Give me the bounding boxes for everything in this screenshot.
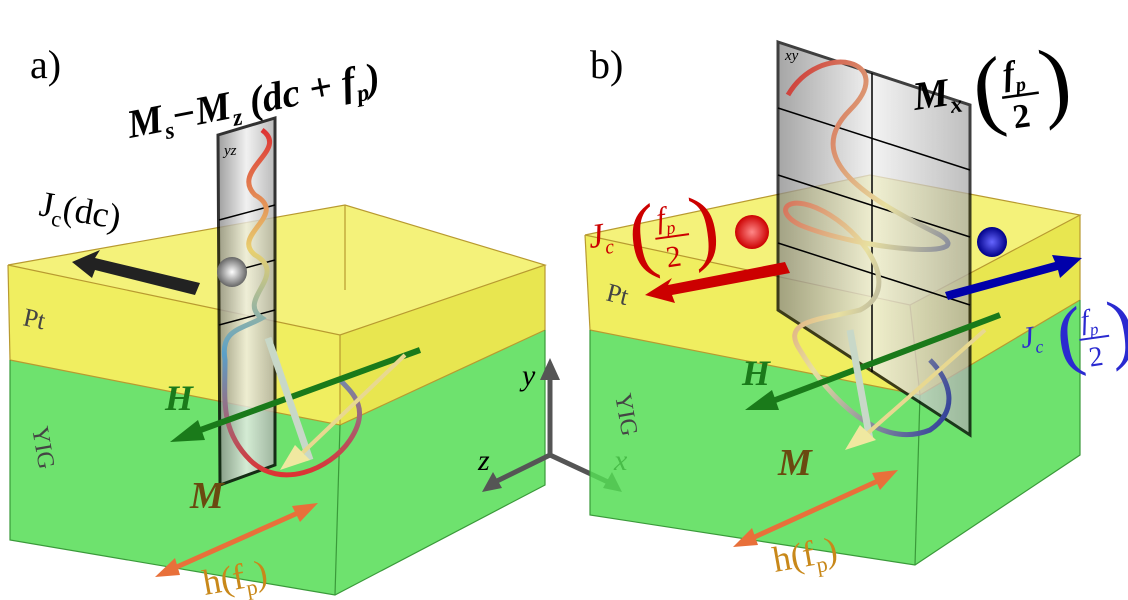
label-part: −M (167, 82, 236, 138)
h-field-head (745, 390, 779, 410)
spiral (221, 127, 363, 478)
magnetization-label: M (189, 475, 225, 517)
label-part: M (909, 69, 953, 119)
label-part: s (162, 118, 177, 145)
panel-a: a) Ms−Mz (dc + fp) yz Jc(dc) Pt YIG H M … (7, 42, 547, 600)
label-part: p (244, 574, 259, 600)
panel-label: a) (30, 42, 61, 87)
plane-title-main: Mx (909, 68, 964, 124)
denominator: 2 (1087, 341, 1105, 374)
m-head (845, 425, 876, 450)
label-part: J (37, 183, 58, 225)
rf-arrow (168, 509, 302, 573)
h-field-head (170, 420, 205, 442)
label-part: x (948, 91, 964, 119)
current-arrow-left (645, 262, 790, 303)
m-arrow (264, 336, 314, 462)
label-part: p (663, 217, 677, 238)
yig-layer (10, 330, 545, 595)
h-field-arrow (768, 312, 1002, 405)
numerator: fp (654, 200, 676, 239)
current-label: Jc(dc) (36, 183, 124, 242)
axis-head (540, 358, 560, 380)
current-arrow (72, 250, 200, 295)
axis-label: y (519, 359, 536, 392)
plane-label: xy (784, 48, 799, 64)
m-arrow (293, 353, 407, 462)
label-part: p (353, 80, 372, 108)
yig-edges (589, 300, 1081, 566)
current-main: Jc (586, 216, 616, 261)
spin-left (735, 215, 769, 249)
numerator: fp (1079, 303, 1100, 340)
magnetization-label: M (777, 442, 813, 484)
plane-label: yz (222, 143, 237, 159)
label-part: c (50, 206, 64, 232)
yz-plane (216, 115, 277, 488)
rf-arrow (746, 477, 882, 543)
axis-z (493, 452, 552, 485)
label-part: M (122, 96, 168, 147)
h-field-arrow (193, 347, 422, 435)
m-arrow (846, 329, 874, 441)
label-part: p (1088, 319, 1100, 339)
pt-side (340, 265, 545, 425)
m-head (280, 445, 310, 470)
label-part: (dc + f (235, 58, 362, 125)
plane-grid (777, 73, 971, 372)
rf-head (155, 558, 180, 577)
label-part: p (1012, 73, 1027, 96)
label-part: p (814, 551, 829, 578)
field-label: H (164, 378, 194, 418)
xy-plane (776, 39, 972, 438)
rf-head (872, 470, 898, 490)
axis-label: z (477, 444, 490, 477)
current-arrow-right (945, 255, 1082, 300)
field-label: H (741, 353, 771, 393)
m-arrow (858, 328, 987, 442)
yig-layer (590, 300, 1080, 565)
fraction-bar (655, 233, 690, 240)
paren: ( (966, 39, 1009, 141)
fraction-bar (1079, 334, 1110, 341)
paren: ) (1034, 30, 1077, 132)
paren: ) (1102, 283, 1128, 373)
current-label-right: Jc ( fp 2 ) (1018, 283, 1128, 380)
spin-right (977, 227, 1007, 257)
axis-head (482, 472, 502, 492)
numerator: fp (1000, 54, 1027, 99)
label-part: (dc) (60, 188, 124, 237)
spin (217, 257, 247, 287)
rf-head (292, 503, 318, 522)
panel-label: b) (590, 42, 623, 87)
panel-b: b) xy Mx ( fp 2 ) Jc ( fp 2 ) Jc ( fp 2 … (584, 30, 1128, 580)
fraction-bar (1001, 91, 1039, 99)
label-part: c (604, 236, 616, 259)
denominator: 2 (1010, 97, 1032, 136)
rf-head (733, 528, 758, 547)
pt-front (585, 235, 920, 395)
label-part: c (1034, 336, 1045, 357)
spiral (783, 59, 952, 437)
denominator: 2 (664, 240, 683, 275)
